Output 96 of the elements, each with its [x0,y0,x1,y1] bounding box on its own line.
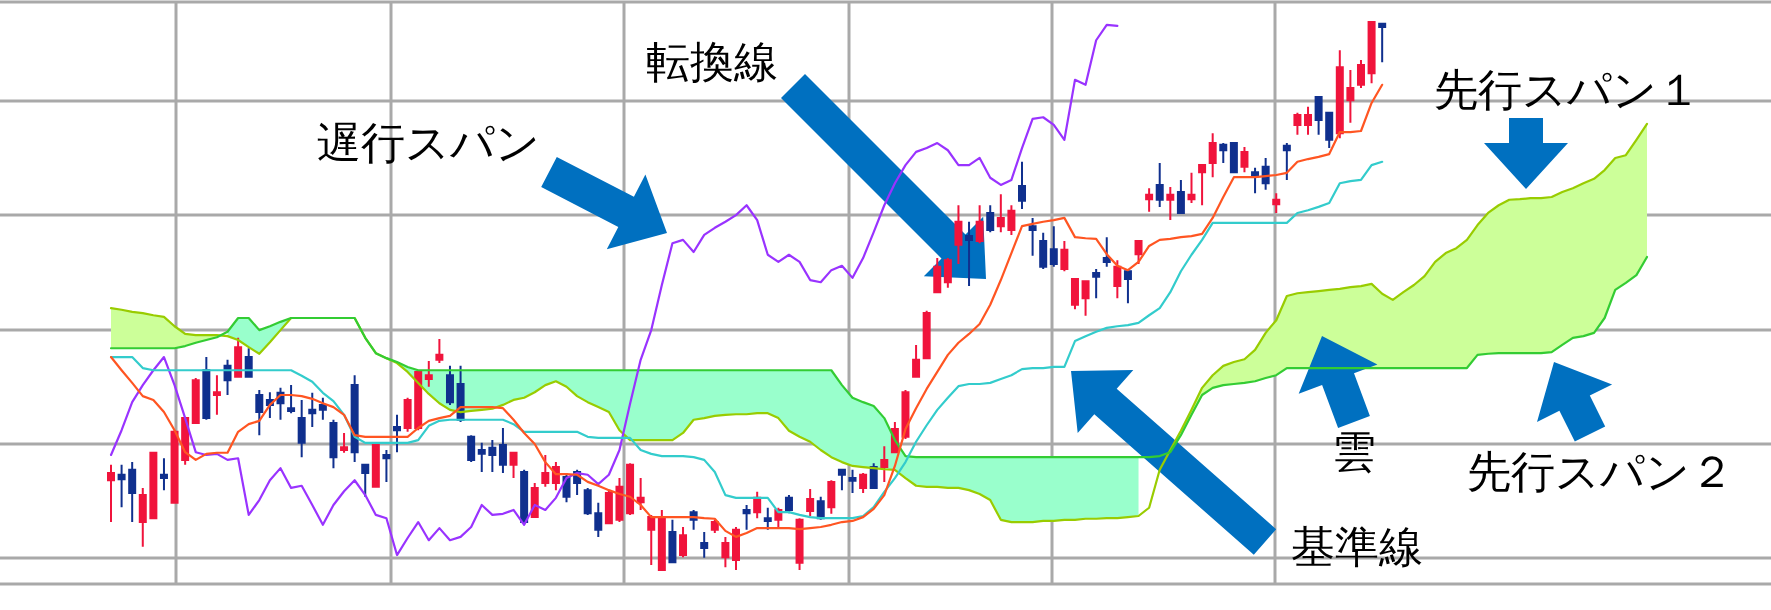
annotation: 遅行スパン [317,117,540,168]
candlestick [806,488,815,517]
candlestick [445,364,454,406]
candlestick [128,461,137,524]
candlestick [255,389,264,437]
candlestick [1293,111,1302,136]
candlestick [763,506,772,531]
candlestick [1229,142,1238,174]
candlestick [223,358,232,396]
candlestick [965,220,974,288]
candlestick [975,204,984,245]
annotation: 先行スパン２ [1467,446,1734,497]
candlestick [721,535,730,569]
candlestick [297,398,306,459]
candlestick [1039,231,1048,271]
candlestick [986,204,995,234]
candlestick [1198,164,1207,207]
candlestick [1304,105,1313,136]
candlestick [1282,142,1291,181]
candlestick [594,501,603,538]
candlestick [837,468,846,492]
candlestick [996,193,1005,234]
candlestick [1007,204,1016,236]
candlestick [159,457,168,492]
candlestick [435,337,444,365]
candlestick [636,477,645,511]
candlestick [742,504,751,531]
candlestick [1346,68,1355,124]
candlestick [340,431,349,454]
candlestick [202,356,211,421]
candlestick [1314,95,1323,136]
candlestick [1028,216,1037,257]
candlestick [1070,277,1079,311]
candlestick [1219,142,1228,164]
candlestick [1367,20,1376,85]
candlestick [329,418,338,470]
candlestick [318,396,327,421]
candlestick [1240,145,1249,174]
annotation: 先行スパン１ [1434,64,1701,115]
candlestick [117,463,126,509]
candlestick [954,204,963,266]
candlestick [848,468,857,494]
candlestick [498,427,507,475]
candlestick [107,463,115,524]
annotation: 転換線 [646,36,778,87]
candlestick [668,518,677,564]
candlestick [1335,49,1344,140]
candlestick [700,530,709,559]
candlestick [1155,161,1164,208]
candlestick [287,384,296,415]
candlestick [1081,280,1090,317]
candlestick [541,453,550,488]
candlestick [1123,270,1132,305]
candlestick [424,359,433,388]
candlestick [1251,166,1260,195]
candlestick [212,374,221,416]
candlestick [1208,132,1217,179]
candlestick [1166,186,1175,222]
candlestick [1018,160,1027,211]
candlestick [1325,111,1334,150]
candlestick [361,463,370,498]
candlestick [1145,187,1154,213]
candlestick [403,396,412,433]
candlestick [371,444,380,488]
candlestick [859,472,868,494]
candlestick [1049,225,1058,268]
candlestick [647,513,656,566]
candlestick [1113,259,1122,300]
candlestick [922,309,931,360]
candlestick [467,434,476,464]
candlestick [1092,268,1101,300]
candlestick [1102,236,1111,268]
candlestick [138,486,147,548]
candlestick [912,343,921,378]
candlestick [1272,192,1281,214]
candlestick [488,439,497,473]
annotation: 雲 [1332,426,1376,477]
candlestick [880,445,889,483]
candlestick [308,391,317,428]
candlestick [1378,22,1387,64]
candlestick [1176,178,1185,214]
candlestick [1060,240,1069,273]
candlestick [943,257,952,289]
annotation: 基準線 [1291,521,1423,572]
candlestick [477,441,486,473]
candlestick [509,451,518,480]
candlestick [382,449,391,483]
candlestick [933,257,942,294]
candlestick [1356,59,1365,90]
candlestick [1187,171,1196,205]
candlestick [583,486,592,516]
candlestick [827,479,836,515]
candlestick [679,526,688,559]
candlestick [393,413,402,454]
candlestick [191,376,200,425]
candlestick [1134,240,1143,266]
